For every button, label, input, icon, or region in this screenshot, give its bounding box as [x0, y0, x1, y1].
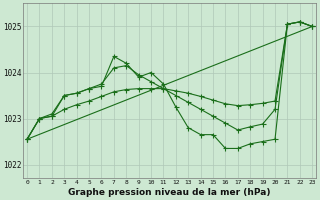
X-axis label: Graphe pression niveau de la mer (hPa): Graphe pression niveau de la mer (hPa) — [68, 188, 271, 197]
